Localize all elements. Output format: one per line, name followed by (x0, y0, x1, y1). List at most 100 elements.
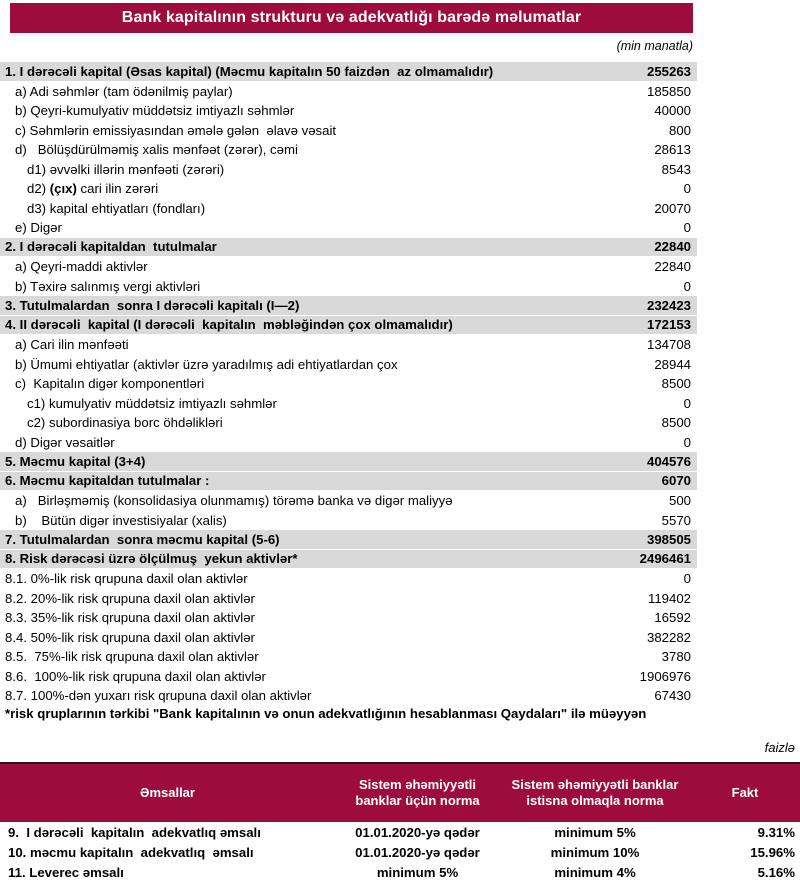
row-label: c1) kumulyativ müddətsiz imtiyazlı səhml… (27, 395, 277, 411)
row-label: e) Digər (15, 220, 62, 236)
ratio-table-row: 11. Leverec əmsalı minimum 5% minimum 4% 5.… (0, 862, 800, 882)
row-value: 2496461 (639, 551, 691, 567)
capital-table-row: 4. II dərəcəli kapital (I dərəcəli kapit… (0, 315, 697, 335)
row-label: 6. Məcmu kapitaldan tutulmalar : (5, 473, 210, 489)
ratio-table-row: 9. I dərəcəli kapitalın adekvatlıq əmsal… (0, 822, 800, 842)
row-value: 232423 (646, 297, 691, 313)
header-norma-sistem: Sistem əhəmiyyətli banklar üçün norma (355, 776, 480, 808)
capital-table-row: 8.6. 100%-lik risk qrupuna daxil olan ak… (0, 667, 697, 687)
row-label: 2. I dərəcəli kapitaldan tutulmalar (5, 239, 217, 255)
capital-table-row: c1) kumulyativ müddətsiz imtiyazlı səhml… (0, 394, 697, 414)
row-value: 119402 (647, 590, 691, 606)
row-value: 6070 (661, 473, 691, 489)
capital-table-row: a) Cari ilin mənfəəti 134708 (0, 335, 697, 355)
row-value: 172153 (646, 317, 691, 333)
capital-table-row: d) Bölüşdürülməmiş xalis mənfəət (zərər)… (0, 140, 697, 160)
row-value: 0 (683, 395, 691, 411)
row-value: 8500 (661, 376, 691, 392)
row-value: 0 (683, 220, 691, 236)
row-label: a) Cari ilin mənfəəti (15, 337, 129, 353)
row-value: 0 (683, 181, 691, 197)
row-label: 1. I dərəcəli kapital (Əsas kapital) (Mə… (5, 63, 494, 79)
row-label: a) Birləşməmiş (konsolidasiya olunmamış)… (15, 493, 453, 509)
row-value: 255263 (646, 63, 691, 79)
row-label: d2) (çıx) cari ilin zərəri (27, 181, 159, 197)
row-label: d) Digər vəsaitlər (15, 434, 115, 450)
ratio-label: 11. Leverec əmsalı (8, 864, 124, 880)
capital-table-row: 8.7. 100%-dən yuxarı risk qrupuna daxil … (0, 686, 697, 706)
capital-table-row: b) Təxirə salınmış vergi aktivləri 0 (0, 277, 697, 297)
capital-table-row: c2) subordinasiya borc öhdəlikləri 8500 (0, 413, 697, 433)
ratio-fakt: 9.31% (757, 824, 795, 840)
header-fakt: Fakt (731, 784, 759, 800)
capital-table-row: c) Kapitalın digər komponentləri 8500 (0, 374, 697, 394)
row-label: 3. Tutulmalardan sonra I dərəcəli kapita… (5, 297, 300, 313)
ratio-norma-istisna: minimum 5% (554, 824, 636, 840)
row-label: 8.1. 0%-lik risk qrupuna daxil olan akti… (5, 571, 248, 587)
capital-table-row: 8.4. 50%-lik risk qrupuna daxil olan akt… (0, 628, 697, 648)
capital-table-row: c) Səhmlərin emissiyasından əmələ gələn … (0, 121, 697, 141)
ratio-label: 10. məcmu kapitalın adekvatlıq əmsalı (8, 844, 254, 860)
ratio-fakt: 5.16% (757, 864, 795, 880)
ratio-norma-sistem: 01.01.2020-yə qədər (355, 824, 480, 840)
row-value: 185850 (646, 83, 691, 99)
row-label: 8.2. 20%-lik risk qrupuna daxil olan akt… (5, 590, 255, 606)
capital-table-row: 2. I dərəcəli kapitaldan tutulmalar 22840 (0, 237, 697, 257)
capital-table-row: d3) kapital ehtiyatları (fondları) 20070 (0, 199, 697, 219)
ratios-table-body: 9. I dərəcəli kapitalın adekvatlıq əmsal… (0, 822, 800, 882)
capital-table-row: 8.3. 35%-lik risk qrupuna daxil olan akt… (0, 608, 697, 628)
capital-table-row: b) Ümumi ehtiyatlar (aktivlər üzrə yarad… (0, 355, 697, 375)
row-value: 28613 (654, 142, 691, 158)
capital-table-row: 8. Risk dərəcəsi üzrə ölçülmuş yekun akt… (0, 549, 697, 569)
row-value: 134708 (646, 337, 691, 353)
row-value: 382282 (646, 629, 691, 645)
capital-table-row: 3. Tutulmalardan sonra I dərəcəli kapita… (0, 296, 697, 316)
report-title-bar: Bank kapitalının strukturu və adekvatlığ… (10, 3, 693, 33)
header-emsallar: Əmsallar (140, 784, 195, 800)
row-label: a) Qeyri-maddi aktivlər (15, 259, 148, 275)
page-title: Bank kapitalının strukturu və adekvatlığ… (121, 9, 582, 26)
capital-table-row: d1) əvvəlki illərin mənfəəti (zərəri) 854… (0, 160, 697, 180)
row-label: 4. II dərəcəli kapital (I dərəcəli kapit… (5, 317, 453, 333)
capital-table-row: d) Digər vəsaitlər 0 (0, 433, 697, 453)
row-label: 7. Tutulmalardan sonra məcmu kapital (5-… (5, 531, 280, 547)
ratio-table-row: 10. məcmu kapitalın adekvatlıq əmsalı 01.… (0, 842, 800, 862)
capital-table-row: a) Qeyri-maddi aktivlər 22840 (0, 257, 697, 277)
row-value: 22840 (654, 239, 691, 255)
capital-table-row: 8.5. 75%-lik risk qrupuna daxil olan akt… (0, 647, 697, 667)
row-label: c2) subordinasiya borc öhdəlikləri (27, 415, 223, 431)
capital-table-row: e) Digər 0 (0, 218, 697, 238)
adequacy-ratios-table: Əmsallar Sistem əhəmiyyətli banklar üçün… (0, 762, 800, 882)
row-label: 8.3. 35%-lik risk qrupuna daxil olan akt… (5, 610, 255, 626)
ratio-fakt: 15.96% (750, 844, 795, 860)
unit-note: (min manatla) (616, 39, 693, 53)
row-value: 398505 (646, 531, 691, 547)
row-value: 28944 (654, 356, 691, 372)
row-label: d1) əvvəlki illərin mənfəəti (zərəri) (27, 161, 225, 177)
row-value: 8500 (661, 415, 691, 431)
row-value: 1906976 (639, 668, 691, 684)
row-value: 20070 (654, 200, 691, 216)
capital-table-row: 5. Məcmu kapital (3+4) 404576 (0, 452, 697, 472)
row-label: b) Bütün digər investisiyalar (xalis) (15, 512, 227, 528)
capital-table-row: 8.1. 0%-lik risk qrupuna daxil olan akti… (0, 569, 697, 589)
row-value: 3780 (661, 649, 691, 665)
row-label: a) Adi səhmlər (tam ödənilmiş paylar) (15, 83, 233, 99)
row-value: 0 (683, 434, 691, 450)
capital-table-row: d2) (çıx) cari ilin zərəri 0 (0, 179, 697, 199)
capital-table-row: 7. Tutulmalardan sonra məcmu kapital (5-… (0, 530, 697, 550)
row-value: 404576 (646, 453, 691, 469)
row-label: 8.6. 100%-lik risk qrupuna daxil olan ak… (5, 668, 266, 684)
row-label: b) Ümumi ehtiyatlar (aktivlər üzrə yarad… (15, 356, 398, 372)
row-label: b) Təxirə salınmış vergi aktivləri (15, 278, 201, 294)
row-label: c) Səhmlərin emissiyasından əmələ gələn … (15, 122, 337, 138)
ratio-norma-sistem: 01.01.2020-yə qədər (355, 844, 480, 860)
row-label: 8. Risk dərəcəsi üzrə ölçülmuş yekun akt… (5, 551, 298, 567)
row-label: c) Kapitalın digər komponentləri (15, 376, 205, 392)
risk-groups-footnote: *risk qruplarının tərkibi "Bank kapitalı… (5, 706, 647, 721)
row-label: 8.4. 50%-lik risk qrupuna daxil olan akt… (5, 629, 255, 645)
header-norma-istisna: Sistem əhəmiyyətli banklar istisna olmaq… (511, 776, 679, 808)
row-label: d) Bölüşdürülməmiş xalis mənfəət (zərər)… (15, 142, 298, 158)
ratio-norma-istisna: minimum 4% (554, 864, 636, 880)
